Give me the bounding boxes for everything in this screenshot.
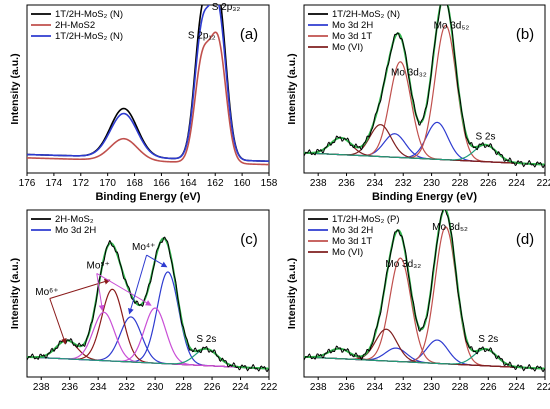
component-peak [27, 316, 269, 370]
x-tick-label: 230 [147, 382, 164, 393]
x-tick-label: 222 [537, 178, 550, 189]
x-tick-label: 228 [452, 178, 469, 189]
arrow [96, 273, 152, 306]
x-tick-label: 226 [204, 382, 221, 393]
x-tick-label: 222 [537, 382, 550, 393]
arrow [146, 254, 168, 268]
legend-entry: Mo (VI) [332, 247, 363, 258]
x-tick-label: 234 [90, 382, 107, 393]
peak-annotation: Mo⁶⁺ [35, 287, 58, 298]
x-axis-label: Binding Energy (eV) [95, 191, 200, 203]
data-line [304, 5, 545, 169]
peak-annotation: S 2s [475, 131, 495, 142]
x-tick-label: 158 [261, 178, 278, 189]
legend-entry: Mo 3d 2H [332, 225, 373, 236]
legend-entry: 1T/2H-MoS₂ (N) [55, 9, 123, 20]
x-tick-label: 230 [423, 178, 440, 189]
series-line [27, 5, 269, 163]
plot-frame [26, 4, 270, 174]
x-tick-label: 226 [480, 178, 497, 189]
legend-entry: Mo (VI) [332, 42, 363, 53]
x-tick-label: 172 [72, 178, 89, 189]
x-tick-label: 166 [153, 178, 170, 189]
arrow [128, 254, 148, 315]
x-tick-label: 234 [367, 382, 384, 393]
x-tick-label: 232 [395, 382, 412, 393]
y-axis-label: Intensity (a.u.) [286, 53, 298, 124]
x-tick-label: 238 [310, 178, 327, 189]
legend-entry: 2H-MoS₂ [55, 214, 94, 225]
panel-b: 238 236 234 232 230 228 226 224 222 Binding Energ… [286, 4, 550, 203]
x-tick-label: 232 [395, 178, 412, 189]
y-axis-label: Intensity (a.u.) [9, 53, 21, 124]
x-tick-label: 162 [207, 178, 224, 189]
x-tick-label: 224 [232, 382, 249, 393]
x-tick-label: 232 [118, 382, 135, 393]
arrow [49, 278, 111, 299]
x-axis-label: Binding Energy (eV) [372, 191, 477, 203]
panel-tag: (b) [516, 26, 534, 43]
arrow [96, 273, 105, 312]
panel-tag: (d) [516, 231, 534, 248]
peak-annotation: Mo 3d₃₂ [391, 68, 427, 79]
peak-annotation: S 2p₃₂ [212, 2, 241, 13]
legend-entry: Mo 3d 2H [332, 20, 373, 31]
x-tick-label: 170 [99, 178, 116, 189]
x-tick-label: 176 [19, 178, 36, 189]
x-tick-label: 174 [46, 178, 63, 189]
peak-annotation: S 2s [196, 334, 216, 345]
panel-a: 176 174 172 170 168 166 164 162 160 158 Binding En… [9, 2, 278, 203]
x-tick-label: 164 [180, 178, 197, 189]
data-line [27, 236, 269, 373]
x-tick-label: 238 [33, 382, 50, 393]
legend-entry: Mo 3d 2H [55, 225, 96, 236]
plot-frame [303, 209, 546, 378]
plot-frame [303, 4, 546, 174]
x-tick-label: 224 [508, 382, 525, 393]
x-tick-label: 222 [261, 382, 278, 393]
x-tick-label: 226 [480, 382, 497, 393]
x-tick-label: 236 [61, 382, 78, 393]
peak-annotation: Mo 3d₅₂ [432, 222, 468, 233]
legend-entry: 1T/2H-MoS₂ (P) [332, 214, 400, 225]
legend-entry: 2H-MoS2 [55, 20, 95, 31]
legend-entry: 1T/2H-MoS₂ (N) [55, 31, 123, 42]
peak-annotation: S 2s [478, 334, 498, 345]
panel-c: 238 236 234 232 230 228 226 224 222 Intensity (a.… [9, 209, 278, 393]
peak-annotation: S 2p₁₂ [188, 31, 216, 42]
peak-annotation: Mo 3d₃₂ [385, 259, 421, 270]
y-axis-label: Intensity (a.u.) [286, 258, 298, 329]
legend-entry: Mo 3d 1T [332, 31, 372, 42]
plot-frame [26, 209, 270, 378]
data-line [304, 210, 545, 373]
curves [27, 236, 269, 373]
x-tick-label: 236 [338, 382, 355, 393]
curves [27, 5, 269, 166]
curves [304, 210, 545, 373]
peak-annotation: Mo⁵⁺ [87, 260, 110, 271]
peak-annotation: Mo⁴⁺ [132, 242, 155, 253]
x-tick-label: 228 [175, 382, 192, 393]
panel-tag: (a) [240, 26, 258, 43]
x-tick-label: 230 [423, 382, 440, 393]
arrow [49, 298, 67, 345]
x-tick-label: 160 [234, 178, 251, 189]
x-tick-label: 228 [452, 382, 469, 393]
legend-entry: 1T/2H-MoS₂ (N) [332, 9, 400, 20]
x-tick-label: 168 [126, 178, 143, 189]
curves [304, 5, 545, 169]
panel-tag: (c) [240, 231, 258, 248]
x-tick-label: 224 [508, 178, 525, 189]
component-peak [27, 288, 269, 370]
peak-annotation: Mo 3d₅₂ [434, 21, 470, 32]
panel-d: 238 236 234 232 230 228 226 224 222 Intensity (a.… [286, 209, 550, 393]
y-axis-label: Intensity (a.u.) [9, 258, 21, 329]
x-tick-label: 238 [310, 382, 327, 393]
series-line [27, 31, 269, 166]
x-tick-label: 234 [367, 178, 384, 189]
legend-entry: Mo 3d 1T [332, 236, 372, 247]
x-tick-label: 236 [338, 178, 355, 189]
